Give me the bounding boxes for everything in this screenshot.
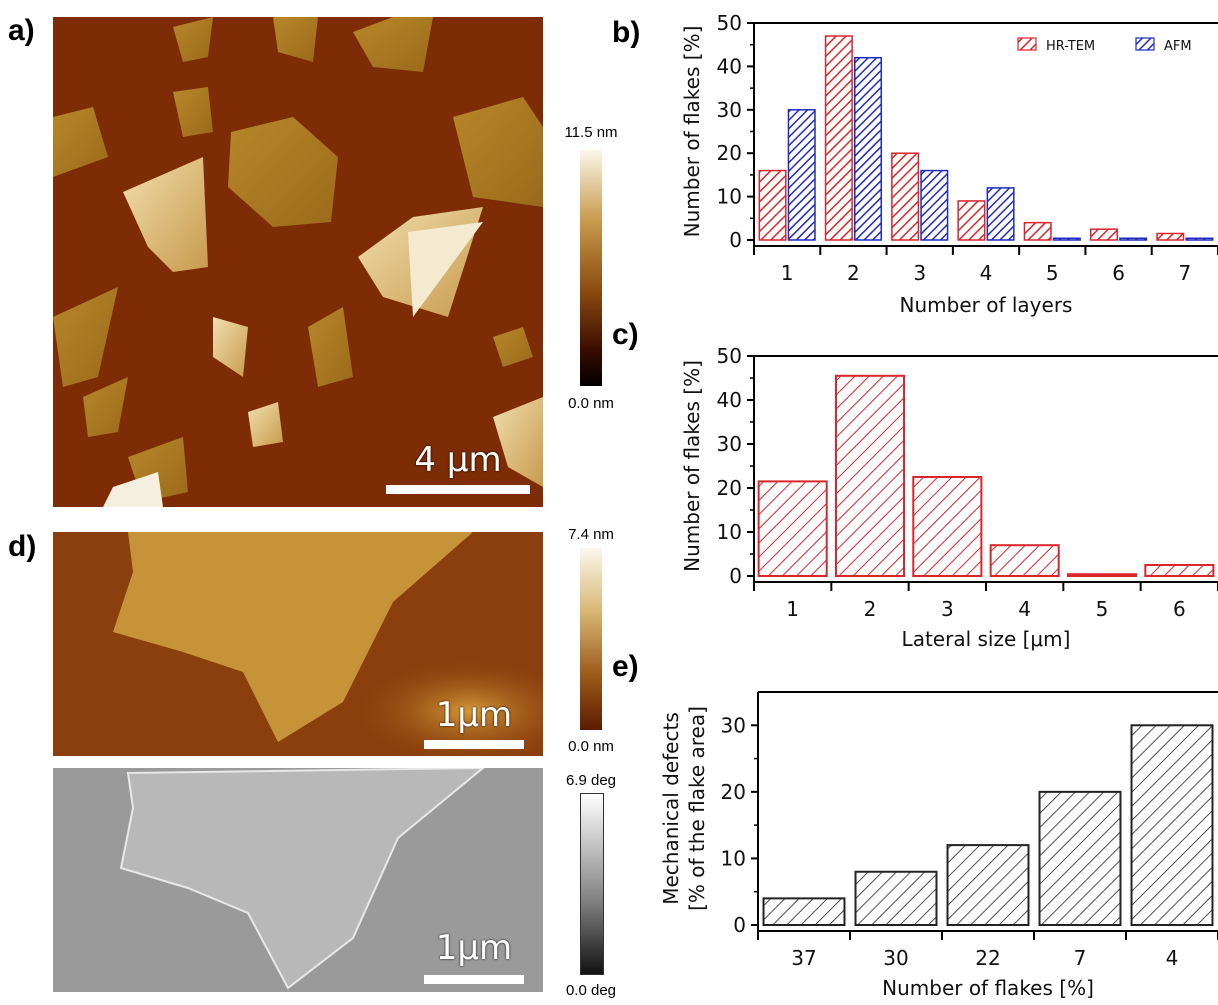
x-axis-label: Lateral size [μm]	[902, 627, 1071, 651]
panel-label-c: c)	[612, 318, 639, 351]
bar	[1038, 790, 1122, 926]
y-tick-label: 0	[729, 564, 742, 588]
x-tick-label: 2	[864, 597, 877, 621]
legend-swatch-afm	[1135, 37, 1155, 51]
bar	[946, 844, 1030, 926]
scalebar-d-bottom	[424, 975, 524, 984]
bar-hr-tem	[1156, 232, 1185, 241]
bar	[912, 476, 983, 577]
panel-label-a: a)	[8, 14, 35, 47]
scalebar-label-d-bottom: 1µm	[435, 928, 513, 968]
y-tick-label: 50	[717, 11, 742, 35]
x-tick-label: 5	[1046, 261, 1059, 285]
colorbar-d-top-max: 7.4 nm	[568, 526, 614, 543]
scalebar-d-top	[424, 740, 524, 749]
colorbar-d-bottom	[580, 793, 604, 975]
bar	[834, 374, 906, 577]
bar-afm	[1185, 237, 1214, 241]
y-tick-label: 0	[729, 228, 742, 252]
y-tick-label: 40	[717, 388, 742, 412]
y-tick-label: 0	[733, 913, 746, 937]
y-tick-label: 30	[717, 98, 742, 122]
x-axis-label: Number of flakes [%]	[882, 976, 1094, 1000]
legend-label-hr-tem: HR-TEM	[1046, 39, 1095, 54]
y-tick-label: 50	[717, 344, 742, 368]
bar-hr-tem	[891, 152, 920, 241]
bar	[854, 870, 938, 926]
x-tick-label: 7	[1074, 946, 1087, 970]
afm-flake-phase-image	[53, 768, 543, 992]
bar-afm	[920, 169, 949, 241]
x-tick-label: 1	[781, 261, 794, 285]
panel-label-b: b)	[612, 16, 641, 49]
x-tick-label: 6	[1112, 261, 1125, 285]
y-tick-label: 30	[717, 432, 742, 456]
panel-label-e: e)	[612, 650, 639, 683]
bar	[989, 544, 1060, 578]
colorbar-d-bottom-max: 6.9 deg	[565, 772, 617, 789]
y-tick-label: 20	[717, 141, 742, 165]
scalebar-label-a: 4 µm	[414, 440, 502, 480]
x-tick-label: 3	[913, 261, 926, 285]
bar-afm	[1052, 237, 1081, 241]
x-tick-label: 30	[883, 946, 908, 970]
x-tick-label: 4	[1166, 946, 1179, 970]
x-tick-label: 4	[1018, 597, 1031, 621]
afm-topography-image	[53, 17, 543, 507]
x-tick-label: 5	[1096, 597, 1109, 621]
colorbar-a-max: 11.5 nm	[564, 124, 618, 141]
colorbar-d-bottom-min: 0.0 deg	[565, 982, 617, 999]
colorbar-a	[580, 150, 602, 386]
x-tick-label: 4	[980, 261, 993, 285]
bar	[1130, 724, 1214, 926]
y-tick-label: 20	[721, 780, 746, 804]
legend-label-afm: AFM	[1164, 39, 1192, 54]
bar-hr-tem	[1089, 228, 1118, 241]
x-tick-label: 7	[1178, 261, 1191, 285]
bar-afm	[854, 56, 883, 241]
y-axis-label: Mechanical defects	[659, 712, 683, 905]
y-tick-label: 10	[717, 520, 742, 544]
x-tick-label: 6	[1173, 597, 1186, 621]
y-axis-label-line2: [% of the flake area]	[685, 706, 709, 911]
bar-hr-tem	[1023, 221, 1052, 241]
colorbar-d-top	[580, 548, 602, 730]
scalebar-a	[386, 485, 530, 494]
flake-shape-top	[53, 532, 543, 756]
colorbar-a-min: 0.0 nm	[568, 395, 614, 412]
x-tick-label: 22	[975, 946, 1000, 970]
legend-swatch-hr-tem	[1017, 37, 1037, 51]
bar	[1144, 564, 1215, 577]
x-axis-label: Number of layers	[900, 293, 1073, 317]
bar-afm	[787, 109, 816, 241]
x-tick-label: 37	[791, 946, 816, 970]
y-axis-label: Number of flakes [%]	[680, 26, 704, 238]
y-tick-label: 10	[717, 185, 742, 209]
flake-shapes	[53, 17, 543, 507]
y-tick-label: 10	[721, 846, 746, 870]
x-tick-label: 1	[786, 597, 799, 621]
panel-label-d: d)	[8, 530, 37, 563]
bar	[757, 480, 828, 577]
bar	[1066, 573, 1138, 577]
bar-hr-tem	[957, 200, 986, 241]
y-axis-label: Number of flakes [%]	[680, 360, 704, 572]
bar-afm	[986, 187, 1015, 241]
bar-hr-tem	[758, 169, 787, 241]
bar	[762, 897, 846, 926]
y-tick-label: 40	[717, 54, 742, 78]
flake-shape-bottom	[119, 768, 485, 990]
bar-afm	[1119, 237, 1148, 241]
bar-hr-tem	[824, 35, 853, 241]
x-tick-label: 2	[847, 261, 860, 285]
x-tick-label: 3	[941, 597, 954, 621]
afm-flake-topography-image	[53, 532, 543, 756]
y-tick-label: 20	[717, 476, 742, 500]
scalebar-label-d-top: 1µm	[435, 695, 513, 735]
colorbar-d-top-min: 0.0 nm	[568, 738, 614, 755]
y-tick-label: 30	[721, 713, 746, 737]
